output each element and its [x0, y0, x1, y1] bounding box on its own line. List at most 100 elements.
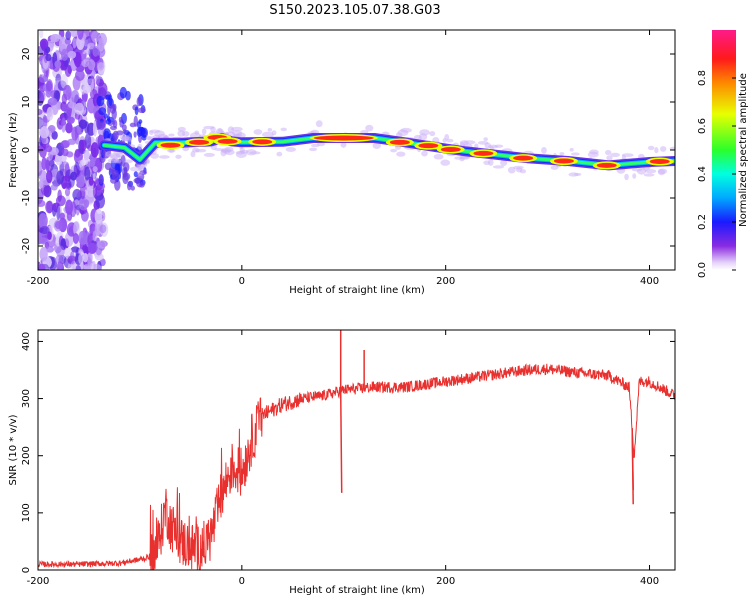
halo-blob: [624, 173, 629, 181]
noise-blob: [87, 242, 97, 254]
noise-blob: [83, 149, 90, 161]
noise-blob: [88, 176, 94, 186]
halo-blob: [507, 166, 516, 174]
halo-blob: [253, 129, 263, 135]
noise-blob: [96, 95, 105, 107]
noise-blob: [94, 253, 104, 261]
halo-blob: [569, 147, 574, 152]
noise-blob: [39, 30, 44, 39]
noise-blob: [82, 252, 88, 263]
snr-plot-area: [38, 330, 675, 570]
spectrogram-y-tick-label: 20: [21, 48, 32, 61]
snr-y-tick-label: 100: [21, 503, 32, 522]
halo-blob: [474, 143, 479, 149]
noise-blob: [137, 107, 146, 114]
spectrogram-y-tick-label: 10: [21, 96, 32, 109]
noise-blob: [134, 106, 139, 116]
noise-blob: [65, 122, 73, 134]
noise-blob: [65, 30, 72, 41]
halo-blob: [267, 128, 273, 132]
noise-blob: [107, 103, 111, 116]
noise-blob: [98, 37, 105, 52]
snr-x-tick-label: 0: [239, 576, 245, 587]
halo-blob: [360, 130, 369, 134]
colorbar-tick-label: 0.8: [697, 70, 708, 86]
noise-blob: [87, 251, 93, 268]
snr-y-tick-label: 200: [21, 446, 32, 465]
noise-blob: [92, 230, 98, 242]
colorbar-tick-label: 0.6: [697, 118, 708, 134]
halo-blob: [492, 165, 505, 169]
halo-blob: [400, 127, 412, 133]
noise-blob: [71, 126, 79, 141]
noise-blob: [72, 37, 77, 49]
noise-blob: [60, 74, 68, 89]
colorbar-tick-label: 0.2: [697, 214, 708, 230]
noise-blob: [126, 181, 132, 191]
noise-blob: [72, 232, 79, 244]
halo-blob: [669, 146, 675, 151]
noise-blob: [92, 120, 98, 137]
halo-blob: [606, 155, 613, 161]
halo-blob: [372, 142, 381, 149]
halo-blob: [235, 151, 247, 158]
noise-blob: [45, 80, 53, 92]
halo-blob: [659, 146, 667, 152]
snr-frame: [37, 329, 676, 571]
noise-blob: [70, 30, 79, 38]
halo-blob: [587, 151, 599, 158]
halo-blob: [105, 150, 112, 157]
noise-blob: [57, 189, 62, 202]
halo-blob: [220, 148, 230, 153]
noise-blob: [56, 170, 65, 185]
noise-blob: [82, 264, 91, 270]
peak-core: [596, 162, 617, 168]
noise-blob: [46, 170, 53, 184]
noise-blob: [46, 106, 54, 121]
noise-blob: [54, 60, 62, 69]
halo-blob: [217, 128, 223, 134]
halo-blob: [494, 144, 504, 148]
peak-core: [313, 135, 374, 141]
halo-blob: [657, 168, 668, 175]
halo-blob: [610, 152, 620, 157]
spectrogram-y-label: Frequency (Hz): [8, 112, 19, 188]
colorbar-tick-label: 0.0: [697, 262, 708, 278]
peak-core: [160, 142, 181, 148]
halo-blob: [643, 173, 655, 177]
noise-blob: [68, 101, 77, 109]
noise-blob: [76, 175, 85, 188]
noise-blob: [39, 125, 49, 139]
snr-y-label: SNR (10 * v/v): [8, 414, 19, 485]
noise-blob: [47, 231, 52, 241]
halo-blob: [463, 140, 476, 145]
halo-blob: [203, 125, 215, 130]
spectrogram-x-tick-label: 0: [239, 276, 245, 287]
noise-blob: [39, 246, 48, 262]
halo-blob: [107, 158, 120, 164]
halo-blob: [515, 167, 523, 173]
noise-blob: [79, 79, 86, 95]
noise-blob: [65, 199, 74, 215]
noise-blob: [47, 97, 58, 106]
noise-blob: [77, 127, 82, 135]
spectrogram-y-ticks: -20 -10 0 10 20: [21, 48, 675, 254]
noise-blob: [98, 82, 108, 97]
noise-blob: [56, 204, 61, 221]
noise-blob: [38, 263, 46, 270]
halo-blob: [177, 130, 186, 137]
noise-blob: [38, 145, 44, 153]
noise-blob: [97, 62, 105, 71]
spectrogram-y-tick-label: -20: [21, 238, 32, 254]
spectrogram-y-tick-label: -10: [21, 190, 32, 206]
snr-x-tick-label: -200: [27, 576, 50, 587]
halo-blob: [167, 148, 176, 153]
halo-blob: [233, 134, 243, 138]
colorbar-tick-label: 0.4: [697, 166, 708, 182]
noise-blob: [86, 42, 95, 50]
noise-blob: [96, 240, 107, 249]
snr-y-tick-label: 400: [21, 332, 32, 351]
noise-blob: [133, 177, 141, 184]
halo-blob: [390, 148, 397, 153]
